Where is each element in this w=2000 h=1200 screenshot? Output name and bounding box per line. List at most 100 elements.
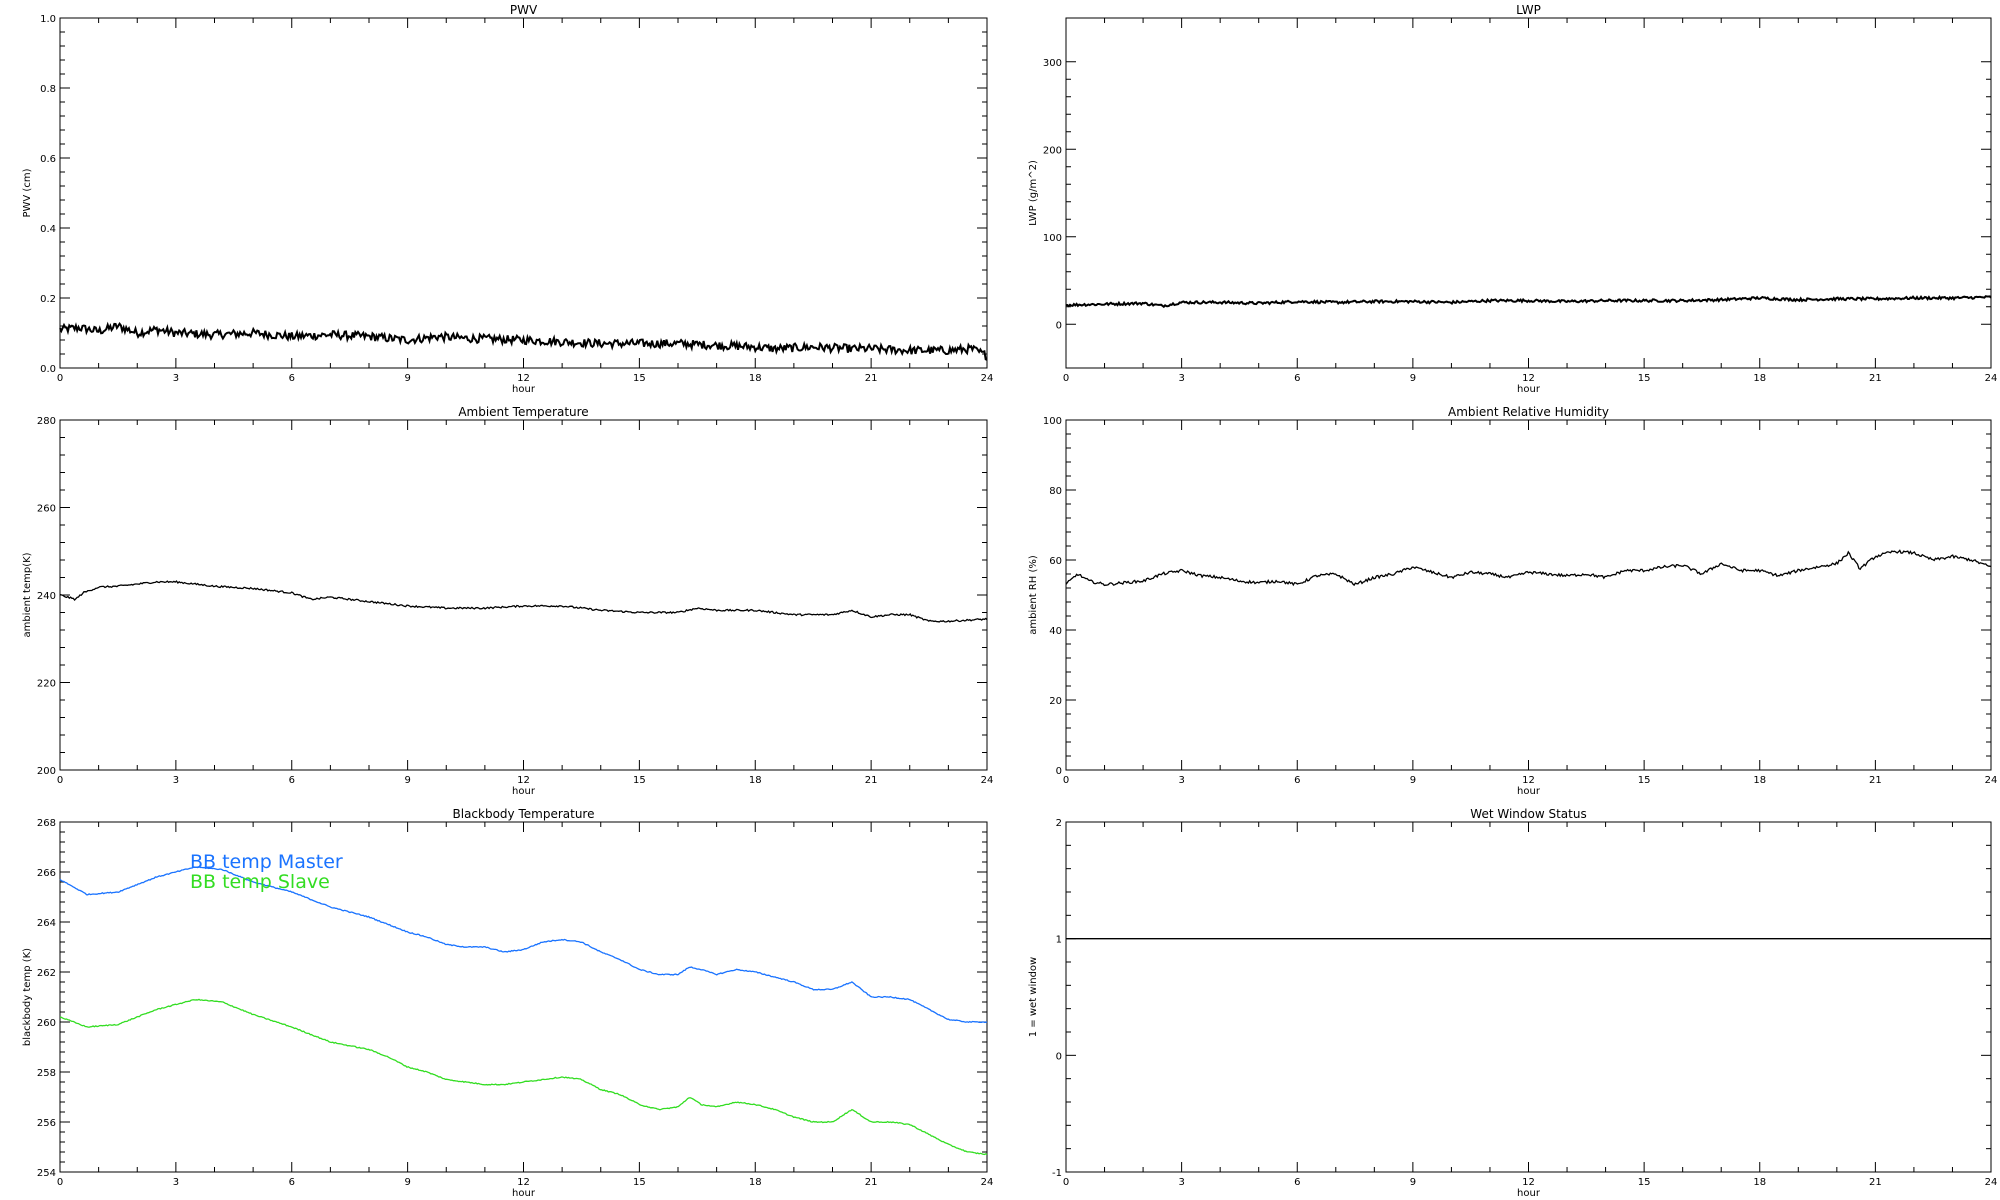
y-tick-label: 260 bbox=[37, 504, 56, 515]
plot-frame bbox=[1065, 17, 1992, 369]
y-tick-label: 60 bbox=[1049, 556, 1062, 567]
plot-frame bbox=[59, 17, 988, 369]
y-tick-label: 200 bbox=[37, 766, 56, 777]
x-tick-label: 21 bbox=[1869, 1177, 1882, 1188]
x-tick-label: 18 bbox=[1753, 775, 1766, 786]
x-tick-label: 0 bbox=[57, 775, 63, 786]
y-tick-label: 266 bbox=[37, 868, 56, 879]
x-tick-label: 18 bbox=[749, 1177, 762, 1188]
x-tick-label: 0 bbox=[57, 1177, 63, 1188]
y-axis-label: LWP (g/m^2) bbox=[1028, 160, 1039, 226]
y-tick-label: 100 bbox=[1043, 416, 1062, 427]
y-tick-label: 0 bbox=[1056, 320, 1062, 331]
x-tick-label: 15 bbox=[1638, 373, 1651, 384]
y-tick-label: 262 bbox=[37, 968, 56, 979]
x-tick-label: 12 bbox=[517, 373, 530, 384]
x-tick-label: 6 bbox=[1294, 373, 1300, 384]
panel-1: LWP 0 3 6 9 12 15 18 21 24 hour 0 100 200 300 LWP (g/m^… bbox=[1028, 3, 1997, 395]
x-tick-label: 3 bbox=[173, 373, 179, 384]
x-tick-label: 3 bbox=[1178, 775, 1184, 786]
x-tick-label: 24 bbox=[981, 1177, 994, 1188]
x-tick-label: 24 bbox=[1985, 775, 1998, 786]
y-axis-label: ambient temp(K) bbox=[22, 552, 33, 637]
chart-title: Blackbody Temperature bbox=[453, 807, 595, 821]
x-tick-label: 6 bbox=[289, 373, 295, 384]
x-tick-label: 6 bbox=[1294, 1177, 1300, 1188]
chart-title: PWV bbox=[510, 3, 538, 17]
x-tick-label: 24 bbox=[1985, 1177, 1998, 1188]
x-tick-label: 6 bbox=[289, 775, 295, 786]
x-tick-label: 9 bbox=[404, 1177, 410, 1188]
x-tick-label: 0 bbox=[57, 373, 63, 384]
y-tick-label: 2 bbox=[1056, 818, 1062, 829]
plot-frame bbox=[1065, 821, 1992, 1173]
x-axis-label: hour bbox=[1517, 786, 1541, 797]
y-tick-label: 280 bbox=[37, 416, 56, 427]
x-tick-label: 15 bbox=[633, 1177, 646, 1188]
y-tick-label: 220 bbox=[37, 679, 56, 690]
x-tick-label: 3 bbox=[173, 775, 179, 786]
x-tick-label: 9 bbox=[404, 775, 410, 786]
y-tick-label: 240 bbox=[37, 591, 56, 602]
x-tick-label: 0 bbox=[1063, 1177, 1069, 1188]
x-tick-label: 21 bbox=[865, 775, 878, 786]
legend-entry: BB temp Slave bbox=[190, 871, 330, 893]
x-tick-label: 6 bbox=[1294, 775, 1300, 786]
panel-0: PWV 0 3 6 9 12 15 18 21 24 hour 0.0 0.2 0.4 0.6 0.8 1.0 P… bbox=[22, 3, 993, 395]
x-tick-label: 12 bbox=[1522, 1177, 1535, 1188]
y-tick-label: 100 bbox=[1043, 233, 1062, 244]
y-tick-label: 264 bbox=[37, 918, 56, 929]
x-axis-label: hour bbox=[1517, 384, 1541, 395]
y-tick-label: 0.4 bbox=[40, 224, 56, 235]
y-tick-label: 300 bbox=[1043, 58, 1062, 69]
x-axis-label: hour bbox=[1517, 1188, 1541, 1199]
panel-3: Ambient Relative Humidity 0 3 6 9 12 15 18 21 24 h… bbox=[1028, 405, 1997, 797]
x-tick-label: 18 bbox=[749, 373, 762, 384]
y-axis-label: blackbody temp (K) bbox=[22, 948, 33, 1046]
chart-title: Ambient Temperature bbox=[458, 405, 588, 419]
y-tick-label: 0 bbox=[1056, 1051, 1062, 1062]
y-axis-label: PWV (cm) bbox=[22, 168, 33, 217]
x-axis-label: hour bbox=[512, 384, 536, 395]
x-tick-label: 15 bbox=[1638, 775, 1651, 786]
x-axis-label: hour bbox=[512, 1188, 536, 1199]
x-tick-label: 18 bbox=[1753, 1177, 1766, 1188]
y-tick-label: 1 bbox=[1056, 935, 1062, 946]
x-tick-label: 0 bbox=[1063, 373, 1069, 384]
y-tick-label: 0.0 bbox=[40, 364, 56, 375]
x-tick-label: 0 bbox=[1063, 775, 1069, 786]
legend-entry: BB temp Master bbox=[190, 851, 343, 873]
x-tick-label: 18 bbox=[749, 775, 762, 786]
y-tick-label: 254 bbox=[37, 1168, 56, 1179]
y-tick-label: 40 bbox=[1049, 626, 1062, 637]
x-tick-label: 15 bbox=[633, 373, 646, 384]
y-tick-label: 0.6 bbox=[40, 154, 56, 165]
chart-title: Wet Window Status bbox=[1470, 807, 1586, 821]
x-tick-label: 6 bbox=[289, 1177, 295, 1188]
y-tick-label: 200 bbox=[1043, 145, 1062, 156]
y-tick-label: 1.0 bbox=[40, 14, 56, 25]
x-tick-label: 21 bbox=[1869, 775, 1882, 786]
y-tick-label: 80 bbox=[1049, 486, 1062, 497]
series-line-0 bbox=[59, 321, 988, 361]
x-tick-label: 12 bbox=[1522, 373, 1535, 384]
y-tick-label: 20 bbox=[1049, 696, 1062, 707]
y-axis-label: 1 = wet window bbox=[1028, 957, 1039, 1037]
y-tick-label: 268 bbox=[37, 818, 56, 829]
panel-4: Blackbody Temperature 0 3 6 9 12 15 18 21 24 hour 2… bbox=[22, 807, 993, 1199]
y-tick-label: 258 bbox=[37, 1068, 56, 1079]
x-tick-label: 24 bbox=[981, 775, 994, 786]
plot-frame bbox=[1065, 419, 1992, 771]
x-tick-label: 24 bbox=[981, 373, 994, 384]
x-tick-label: 12 bbox=[517, 775, 530, 786]
y-tick-label: -1 bbox=[1052, 1168, 1062, 1179]
x-tick-label: 9 bbox=[404, 373, 410, 384]
x-tick-label: 21 bbox=[865, 373, 878, 384]
y-tick-label: 0.8 bbox=[40, 84, 56, 95]
chart-title: Ambient Relative Humidity bbox=[1448, 405, 1609, 419]
chart-title: LWP bbox=[1516, 3, 1541, 17]
x-tick-label: 3 bbox=[173, 1177, 179, 1188]
x-tick-label: 9 bbox=[1410, 373, 1416, 384]
